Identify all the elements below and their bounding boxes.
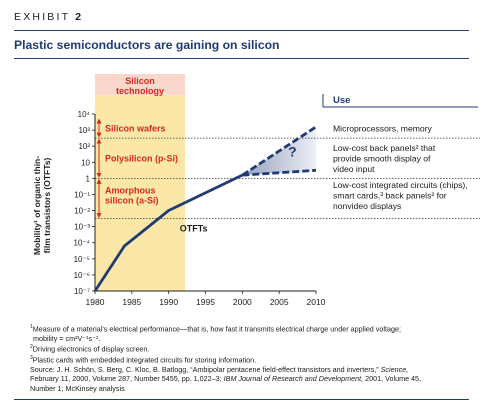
source-1-text: Source: J. H. Schön, S. Berg, C. Kloc, B… [30, 364, 381, 374]
x-tick-label: 2005 [270, 297, 289, 307]
y-tick-label: 10 [81, 158, 90, 167]
use-item-line: nonvideo displays [333, 201, 401, 211]
silicon-band-label: Silicon wafers [105, 123, 166, 133]
exhibit-label: EXHIBIT 2 [14, 11, 83, 23]
chart-title: Plastic semiconductors are gaining on si… [14, 38, 280, 52]
use-item-line: video input [333, 164, 375, 174]
y-tick-label: 10⁻⁵ [74, 255, 90, 264]
silicon-technology-title-line: Silicon [125, 76, 155, 86]
series-layer: ? OTFTs [93, 125, 317, 292]
projection-upper-line [241, 125, 317, 177]
exhibit-word: EXHIBIT [14, 11, 71, 23]
projection-lower-line [242, 168, 317, 177]
use-item-line: provide smooth display of [333, 153, 431, 163]
silicon-bands-layer [95, 74, 185, 291]
otft-series-line [93, 173, 243, 292]
source-line-3: Number 1; McKinsey analysis [30, 384, 470, 393]
source-3-text: Number 1; McKinsey analysis [30, 383, 125, 393]
silicon-band-label: Polysilicon (p-Si) [105, 153, 178, 163]
silicon-technology-title-line: technology [116, 86, 164, 96]
silicon-band-label: silicon (a-Si) [105, 195, 159, 205]
y-tick-label: 10⁻¹ [74, 190, 90, 199]
use-item-line: smart cards,³ back panels² for [333, 190, 447, 200]
use-item-line: Low-cost back panels² that [333, 143, 436, 153]
y-tick-label: 10³ [78, 126, 90, 135]
y-tick-label: 10⁻⁶ [74, 271, 90, 280]
footnote-1: 1Measure of a material’s electrical perf… [30, 324, 401, 334]
y-axis-label-line: Mobility¹ of organic thin- [32, 156, 42, 255]
silicon-technology-band [95, 95, 185, 291]
use-item-line: Low-cost integrated circuits (chips), [333, 180, 468, 190]
footnote-1b-text: mobility = cm²V⁻¹s⁻¹. [33, 333, 101, 343]
x-tick-label: 2000 [233, 297, 252, 307]
footnote-2: 2Driving electronics of display screen. [30, 344, 150, 354]
source-line-2: February 11, 2000, Volume 287, Number 54… [30, 374, 470, 383]
y-tick-label: 10⁻⁴ [73, 239, 90, 248]
x-tick-label: 2010 [307, 297, 326, 307]
source-1-journal: Science, [380, 364, 409, 374]
source-line-1: Source: J. H. Schön, S. Berg, C. Kloc, B… [30, 365, 470, 374]
silicon-band-label: Amorphous [105, 185, 156, 195]
source-2-text: February 11, 2000, Volume 287, Number 54… [30, 374, 224, 384]
y-tick-label: 10⁻⁷ [74, 287, 90, 296]
use-title: Use [333, 95, 350, 106]
title-rule [14, 58, 469, 59]
footnote-1b: mobility = cm²V⁻¹s⁻¹. [30, 334, 470, 343]
y-tick-label: 10² [78, 142, 90, 151]
footnotes: 1Measure of a material’s electrical perf… [30, 323, 470, 393]
silicon-technology-header-box [95, 74, 185, 95]
source-2-end: 2001, Volume 45, [363, 374, 422, 384]
bottom-rule [14, 399, 469, 400]
exhibit-number: 2 [75, 11, 84, 23]
mobility-chart: 10⁻⁷ 10⁻⁶ 10⁻⁵ 10⁻⁴ 10⁻³ 10⁻² 10⁻¹ 1 10 10² 10³ 10⁴… [32, 74, 480, 307]
footnote-3-text: Plastic cards with embedded integrated c… [32, 355, 257, 365]
axes-layer: 10⁻⁷ 10⁻⁶ 10⁻⁵ 10⁻⁴ 10⁻³ 10⁻² 10⁻¹ 1 10 10² 10³ 10⁴… [32, 110, 326, 307]
footnote-1-text: Measure of a material’s electrical perfo… [32, 324, 401, 334]
x-tick-label: 1995 [196, 297, 215, 307]
y-tick-label: 10⁻² [74, 207, 90, 216]
y-tick-label: 10⁴ [78, 110, 91, 119]
footnote-2-text: Driving electronics of display screen. [32, 344, 150, 354]
otft-series-label: OTFTs [180, 223, 208, 233]
y-axis-label-line: film transistors (OTFTs) [42, 157, 52, 253]
projection-question-mark: ? [288, 144, 297, 160]
use-item-line: Microprocessors, memory [333, 123, 433, 133]
x-tick-label: 1990 [159, 297, 178, 307]
y-tick-label: 10⁻³ [74, 223, 90, 232]
y-tick-label: 1 [86, 174, 91, 183]
source-2-journal: IBM Journal of Research and Development, [223, 374, 364, 384]
x-tick-label: 1985 [122, 297, 141, 307]
footnote-3: 3Plastic cards with embedded integrated … [30, 355, 257, 365]
x-tick-label: 1980 [86, 297, 105, 307]
top-rule [14, 30, 469, 31]
